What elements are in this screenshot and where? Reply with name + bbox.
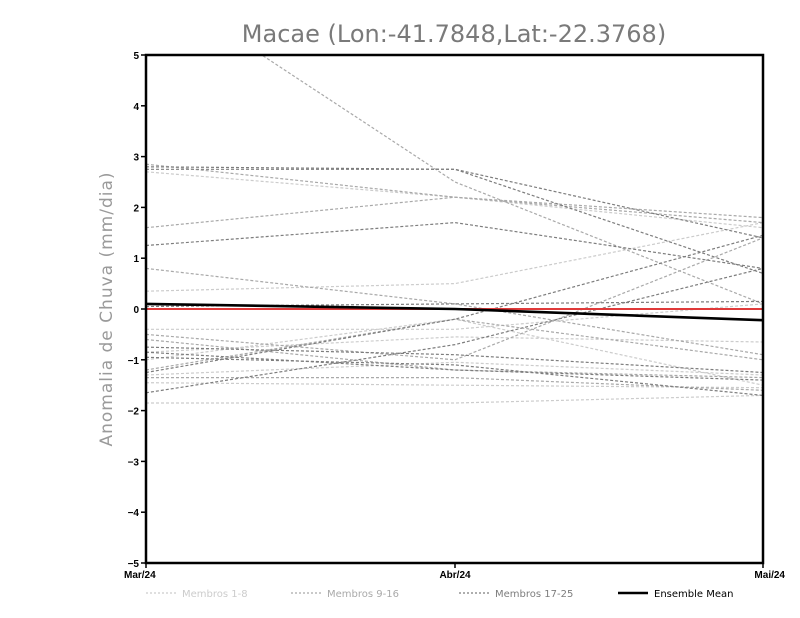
y-tick-label: −5 [128, 559, 140, 570]
legend: Membros 1-8 Membros 9-16 Membros 17-25 Ense… [146, 589, 733, 600]
y-tick-label: −1 [128, 356, 140, 367]
chart-title: Macae (Lon:-41.7848,Lat:-22.3768) [242, 20, 666, 48]
member-line-group2-5 [146, 237, 763, 361]
member-line-group1-7 [146, 382, 763, 389]
x-tick-label: Mar/24 [124, 570, 156, 581]
y-tick-label: 5 [133, 51, 139, 62]
legend-label: Membros 17-25 [495, 589, 573, 600]
member-line-group2-3 [146, 196, 763, 229]
member-line-group2-4 [146, 267, 763, 356]
member-line-group1-6 [146, 361, 763, 376]
member-line-group3-1 [146, 166, 763, 239]
y-axis-label: Anomalia de Chuva (mm/dia) [97, 171, 117, 446]
member-line-group2-6 [146, 338, 763, 379]
member-line-group3-8 [146, 234, 763, 374]
member-line-group1-2 [146, 222, 763, 292]
legend-label: Membros 1-8 [182, 589, 248, 600]
y-tick-label: −4 [128, 508, 140, 519]
member-line-group2-7 [146, 318, 763, 371]
member-line-group2-8 [146, 377, 763, 391]
member-line-group3-7 [146, 356, 763, 396]
member-line-group1-1 [146, 171, 763, 229]
member-line-group3-2 [146, 168, 763, 274]
legend-label: Membros 9-16 [327, 589, 399, 600]
y-tick-label: 1 [133, 254, 139, 265]
y-tick-label: 3 [133, 153, 139, 164]
y-tick-label: 4 [133, 102, 139, 113]
x-tick-label: Mai/24 [754, 570, 785, 581]
member-line-group2-2 [146, 163, 763, 219]
member-line-group3-3 [146, 221, 763, 269]
legend-label: Ensemble Mean [654, 589, 733, 600]
member-line-group1-3 [146, 303, 763, 330]
y-tick-label: −2 [128, 407, 140, 418]
series-group [146, 55, 763, 404]
plot-area [146, 55, 763, 404]
member-line-group1-8 [146, 394, 763, 404]
y-tick-label: 0 [133, 305, 139, 316]
member-line-group3-9 [146, 267, 763, 394]
x-tick-label: Abr/24 [439, 570, 471, 581]
y-tick-label: 2 [133, 203, 139, 214]
y-tick-label: −3 [128, 457, 140, 468]
ensemble-mean-line [146, 302, 763, 322]
member-line-group1-5 [146, 318, 763, 386]
